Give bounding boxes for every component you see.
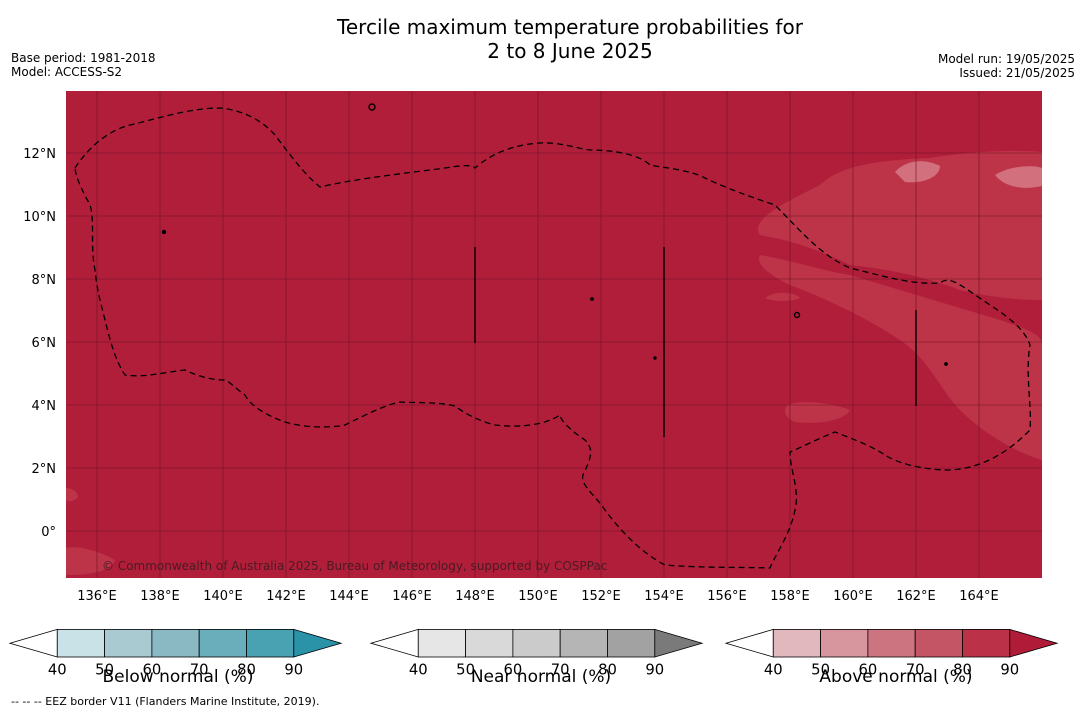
above-normal-title: Above normal (%) [819,667,973,687]
colorbar-tick-label: 70 [190,662,209,679]
meta-right: Model run: 19/05/2025 Issued: 21/05/2025 [938,52,1075,80]
title-line-2: 2 to 8 June 2025 [487,39,653,63]
issued-text: Issued: 21/05/2025 [959,66,1075,80]
colorbar-segment [772,629,821,658]
warm-core-1 [895,161,940,183]
island-markers [161,103,948,437]
colorbar-extend-low [724,628,774,658]
colorbar-tick-label: 40 [409,662,428,679]
colorbar-tick-label: 90 [1000,662,1019,679]
latitude-label: 10°N [23,210,56,225]
island-3 [793,311,801,319]
above-normal-colorbar: 40 50 60 70 80 90 [724,628,1059,679]
longitude-label: 136°E [77,589,117,604]
longitude-label: 146°E [392,589,432,604]
colorbar-extend-high [293,628,343,658]
warm-patch-5 [66,488,78,502]
longitude-label: 150°E [518,589,558,604]
latitude-label: 4°N [32,399,57,414]
longitude-label: 138°E [140,589,180,604]
longitude-label: 164°E [959,589,999,604]
longitude-label: 140°E [203,589,243,604]
island-6 [944,362,948,366]
longitude-label: 148°E [455,589,495,604]
colorbar-extend-high [654,628,704,658]
longitude-label: 162°E [896,589,936,604]
colorbar-segment [104,629,153,658]
probability-patches [66,150,1042,575]
longitude-label: 154°E [644,589,684,604]
colorbar-segment [246,629,295,658]
title-line-1: Tercile maximum temperature probabilitie… [337,15,803,39]
colorbar-segment [559,629,608,658]
colorbar-extend-low [369,628,419,658]
latitude-label: 0° [41,525,56,540]
longitude-labels: 136°E 138°E 140°E 142°E 144°E 146°E 148°E 150°E… [77,589,999,604]
near-normal-colorbar: 40 50 60 70 80 90 [369,628,704,679]
model-run-text: Model run: 19/05/2025 [937,52,1075,66]
colorbar-tick-label: 50 [811,662,830,679]
below-normal-title: Below normal (%) [102,667,254,687]
colorbar-tick-label: 50 [95,662,114,679]
colorbar-tick-label: 60 [503,662,522,679]
island-2 [161,229,167,235]
colorbar-segment [465,629,514,658]
warm-patch-6 [66,547,115,575]
warm-patch-2 [759,255,1042,460]
colorbar-segment [607,629,656,658]
colorbar-extend-low [8,628,58,658]
colorbar-segment [198,629,247,658]
colorbar-tick-label: 50 [456,662,475,679]
warm-patch-1 [758,150,1042,300]
longitude-label: 158°E [770,589,810,604]
island-4 [590,297,594,301]
meta-left: Base period: 1981-2018 Model: ACCESS-S2 [11,51,156,79]
latitude-label: 12°N [23,147,56,162]
latitude-label: 8°N [32,273,57,288]
colorbar-tick-label: 80 [237,662,256,679]
longitude-label: 142°E [266,589,306,604]
island-5 [653,356,657,360]
colorbar-segment [151,629,200,658]
colorbar-segment [417,629,466,658]
colorbar-segment [512,629,561,658]
latitude-label: 6°N [32,336,57,351]
warm-patch-4 [765,292,800,301]
island-1 [368,103,376,111]
copyright-text: © Commonwealth of Australia 2025, Bureau… [102,559,607,573]
model-text: Model: ACCESS-S2 [11,65,123,79]
colorbar-segment [914,629,963,658]
colorbar-tick-label: 70 [551,662,570,679]
colorbar-tick-label: 40 [48,662,67,679]
eez-borders [74,107,1032,569]
base-period-text: Base period: 1981-2018 [11,51,156,65]
latitude-labels: 12°N 10°N 8°N 6°N 4°N 2°N 0° [23,147,56,540]
colorbar-segment [56,629,105,658]
colorbar-tick-label: 60 [142,662,161,679]
graticule [66,91,1042,578]
longitude-label: 144°E [329,589,369,604]
colorbar-segment [867,629,916,658]
colorbar-tick-label: 90 [645,662,664,679]
colorbar-tick-label: 70 [906,662,925,679]
colorbar-segment [962,629,1011,658]
colorbar-tick-label: 60 [858,662,877,679]
colorbar-extend-high [1009,628,1059,658]
colorbar-segment [820,629,869,658]
eez-footnote: -- -- -- EEZ border V11 (Flanders Marine… [11,695,320,708]
longitude-label: 152°E [581,589,621,604]
latitude-label: 2°N [32,462,57,477]
colorbar-tick-label: 80 [953,662,972,679]
warm-patch-3 [784,402,850,423]
colorbar-tick-label: 80 [598,662,617,679]
below-normal-colorbar: 40 50 60 70 80 90 [8,628,343,679]
longitude-label: 160°E [833,589,873,604]
warm-core-2 [995,166,1042,188]
map-title: Tercile maximum temperature probabilitie… [0,15,1085,63]
colorbar-tick-label: 90 [284,662,303,679]
longitude-label: 156°E [707,589,747,604]
colorbar-tick-label: 40 [764,662,783,679]
near-normal-title: Near normal (%) [470,667,612,687]
